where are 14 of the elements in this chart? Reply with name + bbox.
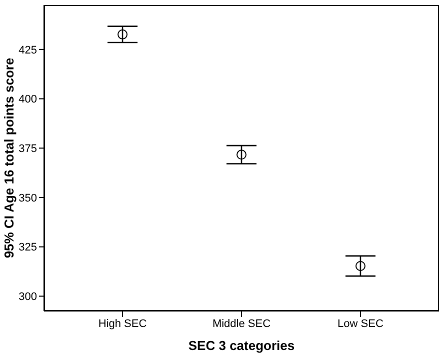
- point: [236, 150, 246, 160]
- y-tick-label: 325: [18, 242, 37, 254]
- x-tick-label: High SEC: [98, 318, 147, 330]
- x-axis-title: SEC 3 categories: [187, 338, 296, 353]
- x-tick-label: Middle SEC: [212, 318, 271, 330]
- point: [355, 260, 366, 271]
- y-tick-label: 375: [18, 143, 37, 156]
- point: [118, 29, 128, 40]
- y-tick-label: 350: [18, 192, 37, 204]
- y-tick-label: 425: [18, 44, 37, 56]
- y-tick-label: 300: [18, 291, 37, 304]
- y-axis-title: 95% CI Age 16 total points score: [2, 58, 16, 258]
- y-tick-label: 400: [18, 94, 37, 106]
- x-tick-label: Low SEC: [338, 318, 384, 330]
